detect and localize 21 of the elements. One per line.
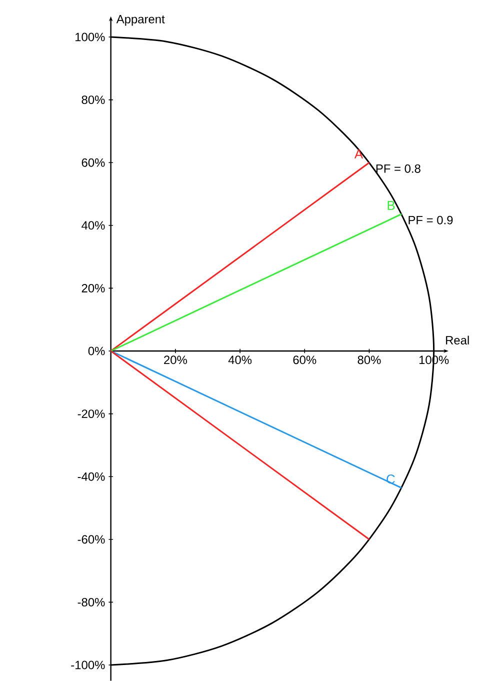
y-tick-label: 60% [82, 158, 105, 167]
x-tick-label: 40% [228, 356, 252, 364]
y-tick-label: -40% [78, 472, 105, 481]
x-tick-label: 20% [164, 356, 188, 364]
y-tick-label: -60% [78, 535, 105, 544]
series-label: B [388, 201, 395, 210]
x-axis-title: Real [446, 336, 469, 344]
y-tick-label: -100% [71, 660, 105, 670]
annotation: PF = 0.9 [408, 216, 453, 224]
annotation: PF = 0.8 [376, 164, 420, 173]
x-tick-label: 60% [293, 356, 316, 364]
y-axis-title: Apparent [116, 15, 165, 26]
y-tick-label: 0% [88, 346, 105, 356]
y-tick-label: 20% [82, 284, 105, 292]
x-tick-label: 80% [358, 356, 381, 364]
y-tick-label: 100% [76, 32, 105, 42]
y-tick-label: -80% [78, 598, 105, 606]
y-tick-label: 80% [82, 96, 105, 104]
y-tick-label: -20% [78, 410, 105, 418]
series-label: A [354, 150, 364, 158]
y-tick-label: 40% [82, 221, 105, 230]
